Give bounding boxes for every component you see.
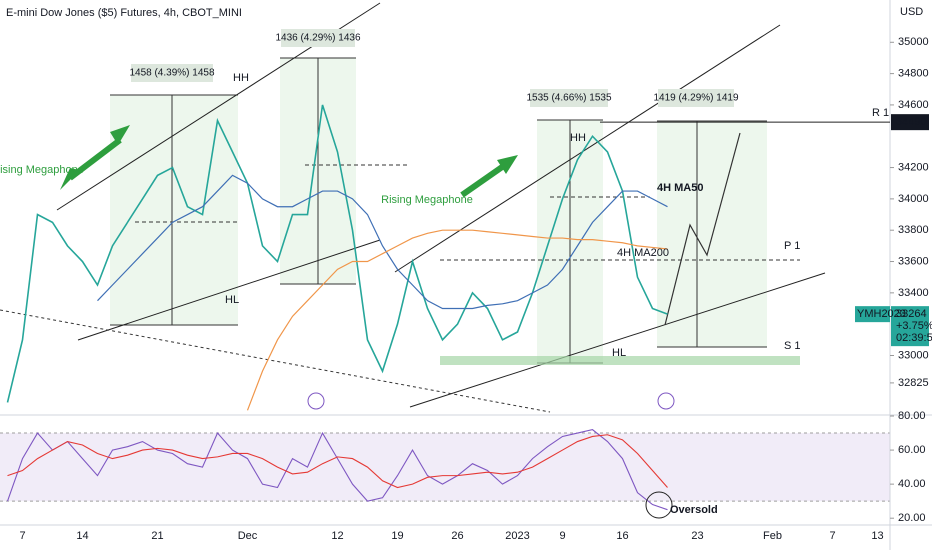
x-tick-label: 12 [331,530,343,542]
label-box [530,89,608,107]
annotation: Rising Megaphone [381,194,473,206]
annotation: Rising Megaphone [0,164,84,176]
range-box [110,95,238,325]
x-tick-label: 26 [451,530,463,542]
price-badge [891,306,929,347]
y-tick-label: 60.00 [898,444,926,456]
y-tick-label: 34200 [898,161,929,173]
x-tick-label: 14 [76,530,88,542]
label-box [281,29,355,47]
symbol-badge [855,306,890,323]
projection [664,132,741,326]
trendline [409,272,826,408]
resistance-label: R 1 [872,107,889,119]
currency: USD [900,6,923,18]
arrow-head [110,125,130,145]
annotation: HL [612,347,626,359]
annotation: 1436 (4.29%) 1436 [275,33,361,44]
event-icon[interactable] [307,392,325,410]
annotation: HH [233,72,249,84]
price-pane [6,104,668,411]
legend-label: 4H MA50 [657,182,703,194]
x-tick-label: Dec [238,530,258,542]
annotation: 1535 (4.66%) 1535 [526,93,612,104]
arrow [460,162,507,198]
annotation: HL [225,294,239,306]
x-tick-label: 13 [871,530,883,542]
x-tick-label: 7 [829,530,835,542]
y-tick-label: 35000 [898,36,929,48]
y-tick-label: 34800 [898,68,929,80]
annotation: 1419 (4.29%) 1419 [653,93,739,104]
annotation: Oversold [670,504,718,516]
price-badge-text: +3.75% [896,320,932,332]
legend-label: 4H MA200 [617,247,669,259]
y-tick-label: 32825 [898,377,929,389]
rsi-band [0,433,890,502]
oversold-circle [645,491,673,519]
series-line [97,174,668,310]
y-tick-label: 34000 [898,193,929,205]
label-box [131,64,213,82]
annotation: S 1 [784,340,801,352]
x-tick-label: 23 [691,530,703,542]
price-badge-text: 33264 [896,308,927,320]
y-tick-label: 20.00 [898,512,926,524]
trendline [77,239,381,341]
series-line [6,104,668,403]
y-tick-label: 33000 [898,349,929,361]
trendline [394,24,781,273]
y-tick-label: 33800 [898,224,929,236]
x-tick-label: Feb [763,530,782,542]
chart-title: E-mini Dow Jones ($5) Futures, 4h, CBOT_… [6,7,242,19]
y-tick-label: 34600 [898,99,929,111]
support-zone [440,356,800,365]
price-badge-text: 34490 [896,116,927,128]
annotation: 1458 (4.39%) 1458 [129,68,215,79]
y-tick-label: 33600 [898,255,929,267]
range-box [657,121,767,347]
series-line [246,229,668,411]
series-line [6,429,668,511]
x-tick-label: 2023 [505,530,529,542]
x-tick-label: 21 [151,530,163,542]
label-box [658,89,734,107]
price-badge-text: 02:39:56 [896,332,932,344]
x-tick-label: 16 [616,530,628,542]
x-tick-label: 7 [19,530,25,542]
x-tick-label: 19 [391,530,403,542]
arrow [68,137,122,181]
y-tick-label: 40.00 [898,478,926,490]
symbol-badge-text: YMH2023 [857,308,906,320]
annotation: P 1 [784,240,800,252]
series-line [7,434,668,489]
y-tick-label: 80.00 [898,410,926,422]
arrow-head [497,155,518,174]
x-tick-label: 9 [559,530,565,542]
drawings [0,2,826,413]
annotation: HH [570,132,586,144]
event-icon[interactable] [657,392,675,410]
y-tick-label: 33400 [898,287,929,299]
rsi-pane [0,429,890,511]
price-badge [891,114,929,131]
